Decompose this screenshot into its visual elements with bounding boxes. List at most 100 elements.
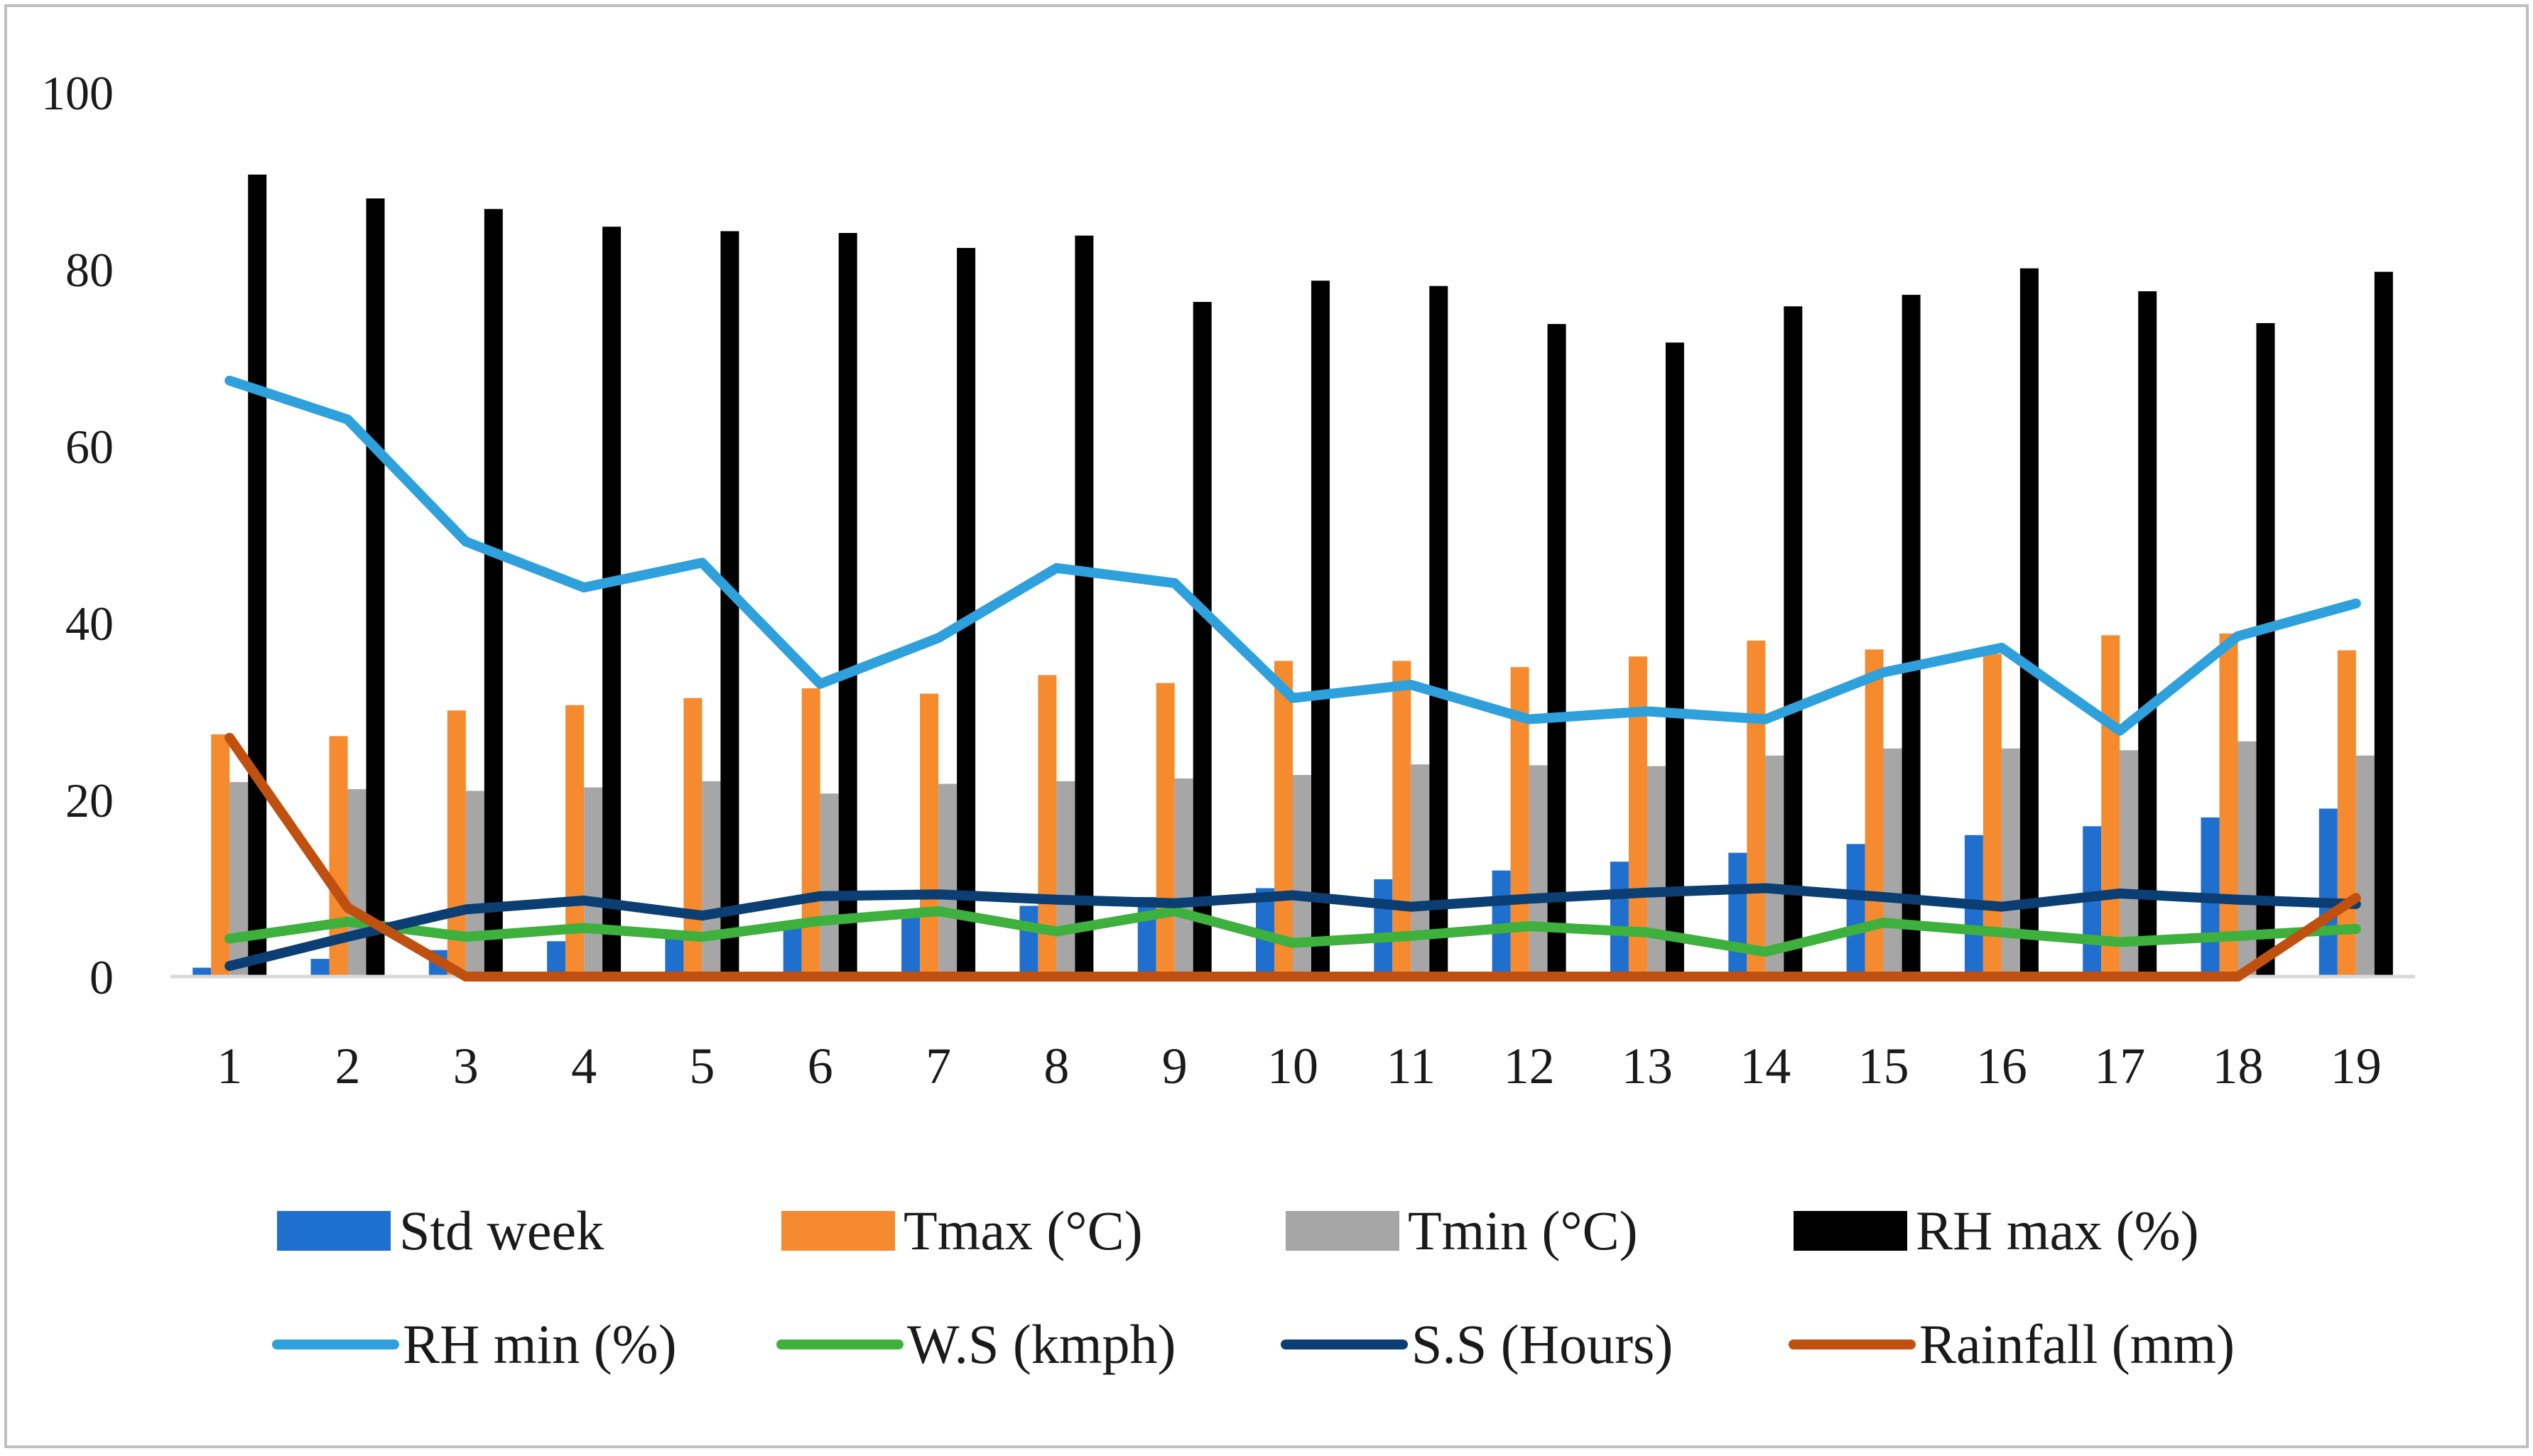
legend-label: Tmin (°C) — [1408, 1200, 1638, 1261]
bar-rh-max — [366, 198, 385, 977]
x-tick-label: 7 — [926, 1038, 951, 1094]
bar-tmin-c — [1529, 765, 1548, 977]
bar-tmax-c — [683, 697, 703, 977]
bar-tmin-c — [1647, 766, 1666, 977]
bar-tmin-c — [2238, 741, 2257, 977]
bar-marks — [192, 174, 2393, 977]
line-w-s-kmph — [224, 906, 2361, 957]
line-rh-min — [224, 375, 2361, 736]
bar-rh-max — [1193, 302, 1212, 977]
x-tick-label: 1 — [217, 1038, 242, 1094]
line-rainfall-mm — [224, 732, 2361, 982]
legend-label: RH min (%) — [403, 1313, 677, 1375]
bar-tmax-c — [801, 688, 820, 977]
y-tick-label: 0 — [90, 950, 114, 1004]
bar-rh-max — [2019, 268, 2039, 977]
bar-rh-max — [1665, 342, 1684, 977]
bar-rh-max — [1902, 295, 1921, 977]
bar-rh-max — [248, 174, 267, 977]
bar-tmin-c — [1765, 755, 1784, 977]
bar-tmin-c — [1411, 764, 1430, 977]
bar-rh-max — [1784, 306, 1803, 977]
line-s-s-hours — [224, 883, 2361, 972]
bar-std-week — [1019, 906, 1038, 977]
x-tick-label: 4 — [571, 1038, 597, 1094]
bar-tmin-c — [1174, 778, 1193, 977]
x-tick-label: 16 — [1976, 1038, 2027, 1094]
bar-std-week — [1374, 879, 1393, 977]
legend-swatch — [1286, 1211, 1399, 1251]
x-tick-label: 3 — [453, 1038, 479, 1094]
legend-label: Tmax (°C) — [904, 1200, 1143, 1261]
bar-std-week — [1610, 862, 1629, 977]
bar-tmax-c — [1983, 653, 2002, 977]
y-tick-label: 40 — [65, 597, 114, 651]
bar-rh-max — [1547, 324, 1566, 977]
bar-tmin-c — [465, 791, 484, 977]
x-tick-label: 9 — [1162, 1038, 1188, 1094]
bar-tmax-c — [2337, 650, 2356, 977]
x-tick-label: 15 — [1858, 1038, 1909, 1094]
x-tick-label: 5 — [689, 1038, 715, 1094]
bar-tmax-c — [920, 693, 939, 977]
legend-label: RH max (%) — [1916, 1200, 2199, 1261]
bar-tmax-c — [1156, 683, 1175, 977]
bar-tmin-c — [1883, 748, 1902, 977]
x-tick-label: 8 — [1043, 1038, 1069, 1094]
bar-std-week — [1728, 852, 1747, 977]
bar-tmax-c — [2101, 635, 2120, 977]
x-axis-ticks: 1 2 3 4 5 6 7 8 9 10 11 12 13 14 15 16 17 18 19 — [217, 1038, 2382, 1094]
bar-rh-max — [602, 227, 622, 977]
legend: Std week Tmax (°C) Tmin (°C) RH max (%) RH m… — [272, 1200, 2235, 1375]
bar-tmin-c — [347, 789, 367, 977]
bar-tmin-c — [584, 787, 603, 977]
legend-label: W.S (kmph) — [907, 1313, 1176, 1375]
bar-tmax-c — [1274, 661, 1293, 977]
y-tick-label: 60 — [65, 420, 114, 474]
legend-label: Rainfall (mm) — [1919, 1313, 2235, 1375]
bar-tmax-c — [565, 705, 585, 977]
bar-tmin-c — [2355, 755, 2375, 977]
bar-rh-max — [2138, 291, 2157, 977]
bar-rh-max — [838, 233, 857, 977]
bar-tmin-c — [820, 793, 839, 977]
bar-std-week — [783, 923, 802, 977]
bar-tmax-c — [2219, 633, 2238, 977]
line-marks — [224, 375, 2361, 982]
y-tick-label: 80 — [65, 243, 114, 297]
bar-tmax-c — [1392, 661, 1411, 977]
bar-std-week — [1846, 844, 1865, 977]
bar-rh-max — [2256, 322, 2275, 977]
bar-rh-max — [1311, 281, 1330, 977]
x-tick-label: 10 — [1267, 1038, 1318, 1094]
x-tick-label: 11 — [1387, 1038, 1436, 1094]
x-tick-label: 17 — [2094, 1038, 2145, 1094]
bar-rh-max — [484, 209, 503, 977]
bar-std-week — [547, 941, 566, 977]
bar-tmax-c — [1747, 640, 1766, 977]
bar-tmin-c — [938, 783, 958, 977]
x-tick-label: 18 — [2213, 1038, 2264, 1094]
y-tick-label: 20 — [65, 773, 114, 827]
x-tick-label: 12 — [1504, 1038, 1555, 1094]
bar-rh-max — [2374, 271, 2393, 977]
bar-std-week — [310, 959, 330, 977]
bar-std-week — [901, 914, 921, 977]
bar-std-week — [2318, 808, 2338, 977]
x-tick-label: 6 — [808, 1038, 833, 1094]
legend-label: Std week — [399, 1200, 604, 1261]
bar-rh-max — [1429, 286, 1448, 977]
bar-tmin-c — [1056, 781, 1075, 977]
bar-std-week — [192, 967, 212, 977]
x-tick-label: 14 — [1740, 1038, 1791, 1094]
x-tick-label: 19 — [2331, 1038, 2382, 1094]
y-axis-ticks: 0 20 40 60 80 100 — [41, 66, 114, 1004]
legend-label: S.S (Hours) — [1411, 1313, 1673, 1375]
legend-swatch — [781, 1211, 895, 1251]
x-tick-label: 2 — [335, 1038, 361, 1094]
bar-std-week — [1137, 897, 1156, 977]
bar-rh-max — [1075, 235, 1094, 977]
legend-swatch — [1794, 1211, 1907, 1251]
